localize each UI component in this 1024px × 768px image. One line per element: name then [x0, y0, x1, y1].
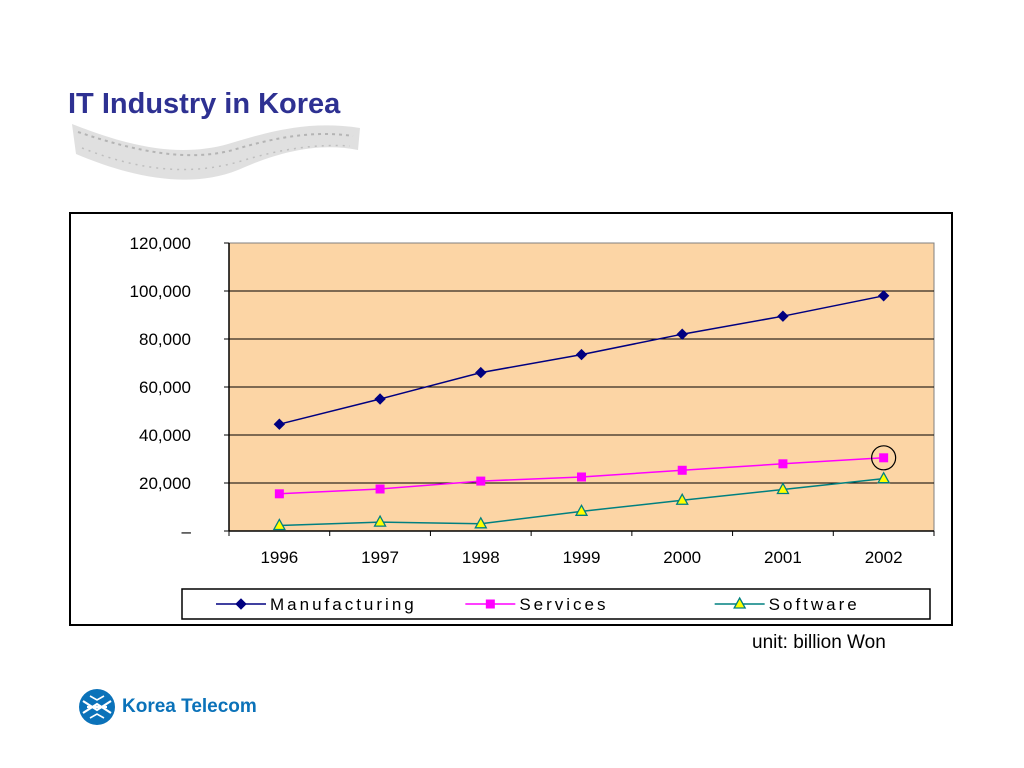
data-point-software [877, 471, 891, 484]
y-tick-label: – [182, 522, 192, 541]
y-tick-label: 120,000 [130, 234, 191, 253]
data-point-services [375, 484, 385, 494]
data-point-manufacturing [374, 393, 386, 405]
data-point-software [675, 492, 689, 505]
x-tick-label: 1998 [462, 548, 500, 567]
legend-box [181, 588, 931, 620]
line-chart: – 20,000 40,000 60,000 80,000 100,000 120,000 1… [130, 234, 935, 620]
brush-stroke-decoration [72, 124, 360, 180]
data-point-software [373, 514, 387, 527]
y-tick-label: 20,000 [139, 474, 191, 493]
y-tick-label: 80,000 [139, 330, 191, 349]
data-point-services [778, 459, 788, 469]
data-point-software [776, 482, 790, 495]
data-point-services [274, 489, 284, 499]
legend-label-services: Services [519, 595, 608, 614]
data-point-manufacturing [877, 290, 890, 302]
y-tick-label: 100,000 [130, 282, 191, 301]
y-tick-label: 60,000 [139, 378, 191, 397]
chart-frame: – 20,000 40,000 60,000 80,000 100,000 120,000 1… [69, 212, 953, 626]
brand-name: Korea Telecom [122, 696, 257, 717]
x-tick-label: 2001 [764, 548, 802, 567]
data-point-services [677, 465, 687, 475]
korea-telecom-logo-icon [79, 689, 115, 725]
data-point-manufacturing [676, 328, 688, 340]
data-point-services [476, 476, 486, 486]
data-point-manufacturing [777, 310, 789, 322]
unit-note: unit: billion Won [752, 632, 886, 653]
data-point-services [879, 453, 889, 463]
x-tick-label: 2000 [663, 548, 701, 567]
data-point-software [272, 518, 286, 531]
x-tick-label: 1997 [361, 548, 399, 567]
legend-marker-software [733, 596, 747, 609]
legend-marker-services [485, 599, 495, 609]
data-point-software [574, 503, 589, 516]
data-point-software [474, 516, 488, 529]
legend-label-software: Software [769, 595, 860, 614]
x-tick-label: 2002 [865, 548, 903, 567]
slide-title: IT Industry in Korea [68, 88, 341, 120]
highlight-circle [871, 445, 897, 471]
data-point-manufacturing [273, 418, 286, 430]
x-tick-label: 1996 [260, 548, 298, 567]
data-point-manufacturing [475, 366, 487, 379]
legend-label-manufacturing: Manufacturing [270, 595, 417, 614]
data-point-manufacturing [575, 348, 588, 361]
x-tick-label: 1999 [563, 548, 601, 567]
data-point-services [577, 472, 586, 482]
legend-marker-manufacturing [235, 598, 247, 610]
y-tick-label: 40,000 [139, 426, 191, 445]
